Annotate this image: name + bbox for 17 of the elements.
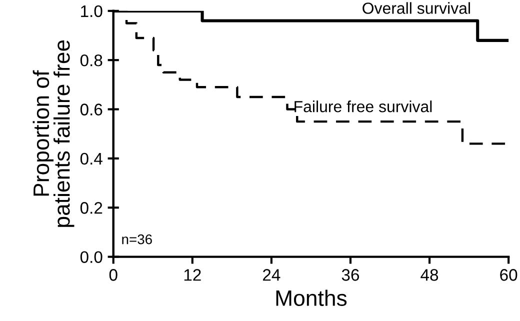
y-tick-label: 0.0 [80, 251, 102, 264]
y-tick-label: 0.4 [80, 152, 102, 165]
y-tick-label: 0.6 [80, 104, 102, 116]
x-tick-label: 48 [420, 269, 438, 281]
y-axis-title: Proportion of patients failure free [32, 40, 74, 227]
x-axis-title: Months [276, 290, 347, 306]
series-label: Failure free survival [294, 100, 432, 112]
y-tick-label: 0.8 [80, 54, 102, 66]
series-label: Overall survival [362, 2, 470, 14]
x-tick-label: 0 [109, 269, 118, 281]
y-tick-label: 1.0 [81, 5, 102, 18]
x-tick-label: 36 [342, 269, 360, 281]
x-tick-label: 12 [184, 269, 201, 281]
annotation: n=36 [122, 234, 152, 244]
x-tick-label: 24 [263, 269, 280, 281]
y-tick-label: 0.2 [80, 202, 102, 214]
x-tick-label: 60 [500, 269, 518, 281]
